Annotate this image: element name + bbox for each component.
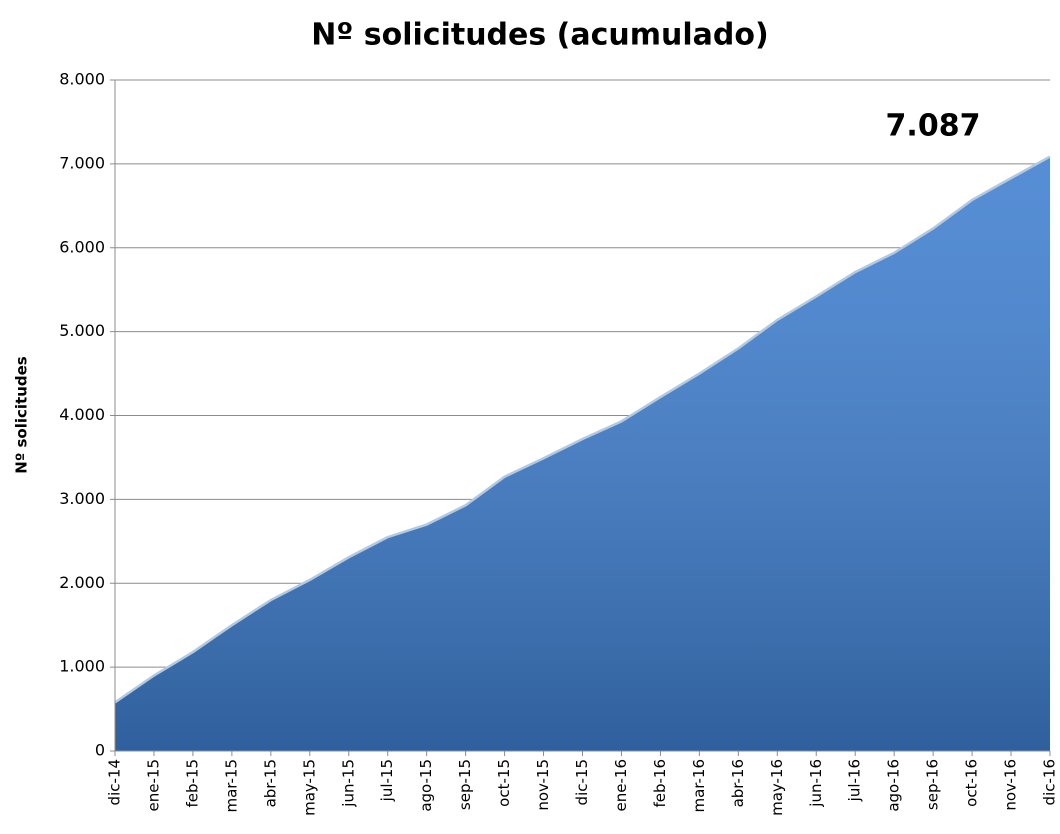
y-tick-label: 4.000 [59, 405, 105, 424]
x-tick-label: dic-15 [573, 759, 591, 805]
x-tick-label: nov-16 [1002, 759, 1020, 811]
y-axis-label: Nº solicitudes [13, 356, 31, 474]
annotation: 7.087 [886, 109, 981, 144]
y-tick-label: 5.000 [59, 321, 105, 340]
x-tick-label: ago-15 [417, 759, 435, 812]
x-tick-label: dic-16 [1041, 759, 1059, 805]
x-tick-label: dic-14 [106, 759, 124, 805]
y-tick-label: 6.000 [59, 237, 105, 256]
x-tick-label: jun-16 [807, 759, 825, 808]
y-tick-label: 3.000 [59, 489, 105, 508]
x-tick-label: abr-16 [729, 759, 747, 807]
x-tick-label: jun-15 [339, 759, 357, 808]
y-tick-label: 2.000 [59, 573, 105, 592]
x-tick-label: feb-15 [183, 759, 201, 808]
x-tick-label: mar-15 [222, 759, 240, 813]
x-tick-label: may-15 [300, 759, 318, 816]
x-tick-label: feb-16 [651, 759, 669, 808]
x-tick-label: sep-16 [924, 759, 942, 810]
y-tick-label: 1.000 [59, 657, 105, 676]
x-tick-label: ene-15 [144, 759, 162, 811]
x-tick-label: ago-16 [885, 759, 903, 812]
x-tick-label: jul-15 [378, 759, 396, 802]
x-tick-label: oct-16 [963, 759, 981, 807]
area-edge [114, 155, 1051, 704]
x-tick-label: nov-15 [534, 759, 552, 811]
x-tick-label: sep-15 [456, 759, 474, 810]
area-shade [115, 156, 1050, 751]
x-tick-label: abr-15 [261, 759, 279, 807]
x-tick-label: oct-15 [495, 759, 513, 807]
x-tick-label: ene-16 [612, 759, 630, 811]
y-tick-label: 8.000 [59, 70, 105, 89]
y-tick-label: 0 [95, 741, 105, 760]
y-tick-label: 7.000 [59, 153, 105, 172]
x-tick-label: mar-16 [690, 759, 708, 813]
x-tick-label: jul-16 [846, 759, 864, 802]
x-tick-label: may-16 [768, 759, 786, 816]
chart-title: Nº solicitudes (acumulado) [311, 18, 768, 53]
